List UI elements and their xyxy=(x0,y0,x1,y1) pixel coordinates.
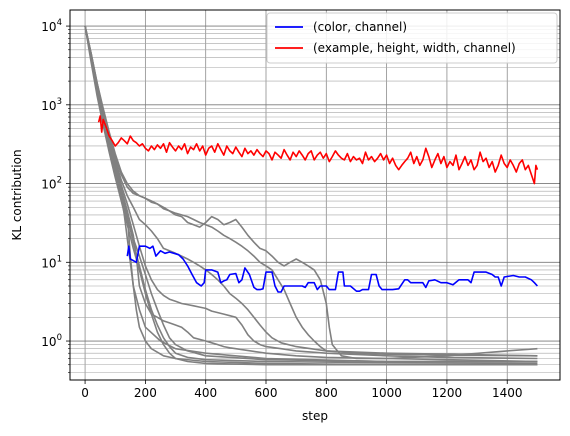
x-tick-label: 800 xyxy=(315,386,338,400)
y-tick-label: 103 xyxy=(41,97,62,113)
plot-area-frame xyxy=(69,9,561,381)
y-axis-label: KL contribution xyxy=(10,149,24,240)
series-group xyxy=(84,25,539,366)
axis-ticks: 0 200 400 600 800 1000 1200 1400 100 101 102 103 104 xyxy=(41,18,522,400)
x-tick-label: 600 xyxy=(255,386,278,400)
series-line-gray-8 xyxy=(84,25,538,357)
series-line-gray-6 xyxy=(84,25,538,363)
y-tick-label: 104 xyxy=(41,18,62,34)
x-tick-label: 400 xyxy=(194,386,217,400)
y-tick-label: 102 xyxy=(41,176,62,192)
series-line-gray-7 xyxy=(84,25,538,360)
x-tick-label: 1000 xyxy=(371,386,402,400)
x-tick-label: 1200 xyxy=(432,386,463,400)
y-tick-label: 100 xyxy=(41,333,62,349)
series-line-gray-9 xyxy=(84,25,538,357)
x-axis-label: step xyxy=(302,409,328,423)
y-tick-label: 101 xyxy=(41,254,62,270)
series-line-example-height-width-channel xyxy=(97,115,539,185)
legend-entry-example-height-width-channel: (example, height, width, channel) xyxy=(313,41,516,55)
legend: (color, channel) (example, height, width… xyxy=(266,12,558,64)
legend-frame xyxy=(266,12,558,64)
series-line-color-channel xyxy=(126,245,538,293)
series-line-gray-10 xyxy=(84,25,538,360)
legend-entry-color-channel: (color, channel) xyxy=(313,20,407,34)
x-tick-label: 1400 xyxy=(492,386,523,400)
x-tick-label: 0 xyxy=(81,386,89,400)
x-tick-label: 200 xyxy=(134,386,157,400)
